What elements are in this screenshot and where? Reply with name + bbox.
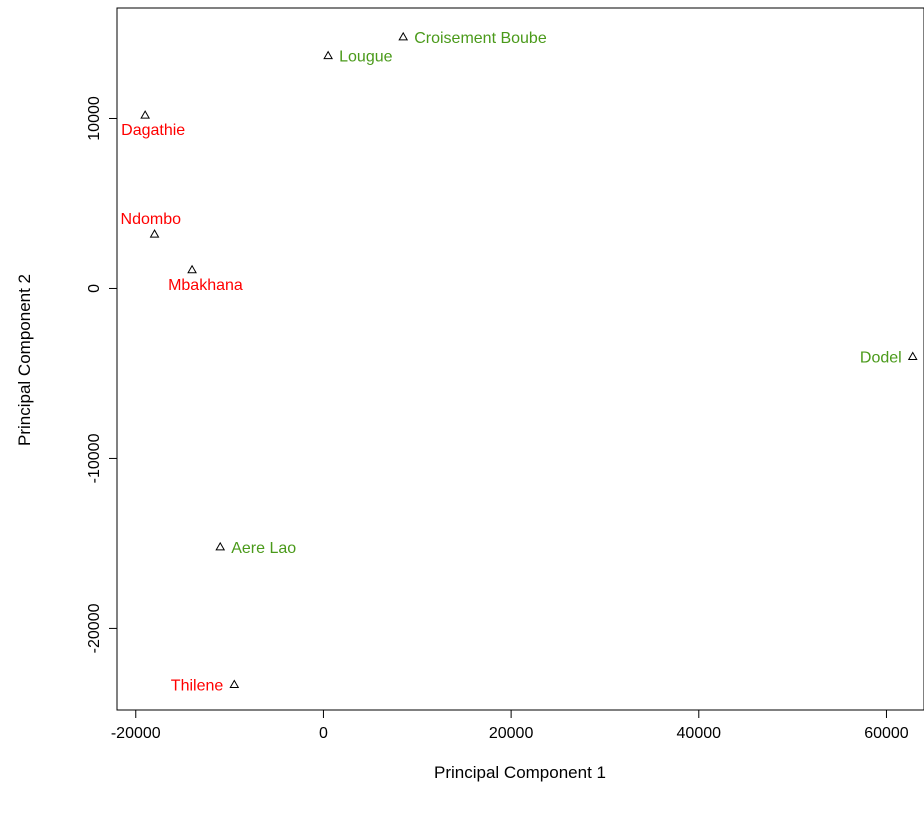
data-point-marker — [323, 50, 333, 60]
x-tick-label: -20000 — [111, 725, 161, 742]
data-point-label: Dodel — [860, 349, 902, 366]
y-tick-label: 0 — [86, 284, 103, 293]
y-axis: -20000 -10000 0 10000 — [86, 96, 117, 653]
x-axis-label: Principal Component 1 — [434, 763, 606, 782]
y-tick-label: -20000 — [86, 603, 103, 653]
x-axis: -20000 0 20000 40000 60000 — [111, 710, 909, 742]
x-tick-label: 20000 — [489, 725, 534, 742]
data-point-label: Aere Lao — [231, 540, 296, 557]
data-point-label: Lougue — [339, 49, 392, 66]
x-tick-label: 60000 — [864, 725, 909, 742]
data-point-label: Thilene — [171, 678, 224, 695]
data-point-label: Mbakhana — [168, 277, 243, 294]
data-point-marker — [215, 541, 226, 551]
data-point-marker — [187, 264, 197, 274]
y-tick-label: 10000 — [86, 96, 103, 141]
x-tick-label: 0 — [319, 725, 328, 742]
data-point-marker — [140, 110, 151, 119]
data-points: Croisement Boube Lougue Dagathie Ndombo Mbak… — [121, 30, 918, 695]
data-point-marker — [149, 229, 160, 238]
y-axis-label: Principal Component 2 — [15, 274, 34, 446]
data-point-marker — [398, 31, 409, 41]
data-point-marker — [229, 679, 240, 689]
y-tick-label: -10000 — [86, 433, 103, 483]
data-point-label: Ndombo — [121, 211, 182, 228]
data-point-label: Croisement Boube — [414, 30, 547, 47]
x-tick-label: 40000 — [677, 725, 722, 742]
data-point-label: Dagathie — [121, 122, 185, 139]
plot-frame — [116, 7, 924, 711]
data-point-marker — [907, 351, 918, 360]
